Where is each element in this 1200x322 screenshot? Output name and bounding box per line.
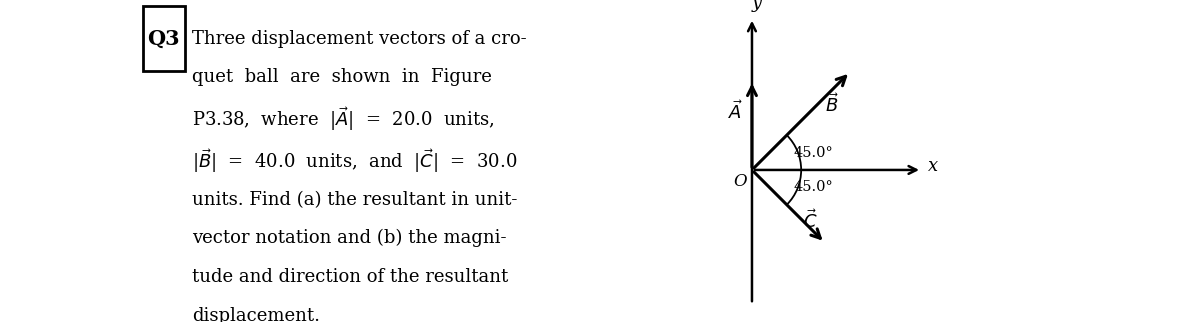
Text: units. Find (a) the resultant in unit-: units. Find (a) the resultant in unit- <box>192 191 517 209</box>
Text: O: O <box>733 173 748 190</box>
Text: $\vec{B}$: $\vec{B}$ <box>826 93 840 116</box>
Text: $\vec{A}$: $\vec{A}$ <box>728 100 743 123</box>
Text: 45.0°: 45.0° <box>793 180 834 194</box>
Text: y: y <box>751 0 762 12</box>
Text: quet  ball  are  shown  in  Figure: quet ball are shown in Figure <box>192 68 492 86</box>
Text: $\vec{C}$: $\vec{C}$ <box>803 210 817 232</box>
Bar <box>143 6 185 71</box>
Text: |$\vec{B}$|  =  40.0  units,  and  |$\vec{C}$|  =  30.0: |$\vec{B}$| = 40.0 units, and |$\vec{C}$… <box>192 147 517 175</box>
Text: x: x <box>928 157 938 175</box>
Text: P3.38,  where  |$\vec{A}$|  =  20.0  units,: P3.38, where |$\vec{A}$| = 20.0 units, <box>192 105 494 133</box>
Text: Three displacement vectors of a cro-: Three displacement vectors of a cro- <box>192 30 527 48</box>
Text: Q3: Q3 <box>148 29 180 49</box>
Text: tude and direction of the resultant: tude and direction of the resultant <box>192 268 508 286</box>
Text: displacement.: displacement. <box>192 307 319 322</box>
Text: 45.0°: 45.0° <box>793 146 834 160</box>
Text: vector notation and (b) the magni-: vector notation and (b) the magni- <box>192 229 506 247</box>
